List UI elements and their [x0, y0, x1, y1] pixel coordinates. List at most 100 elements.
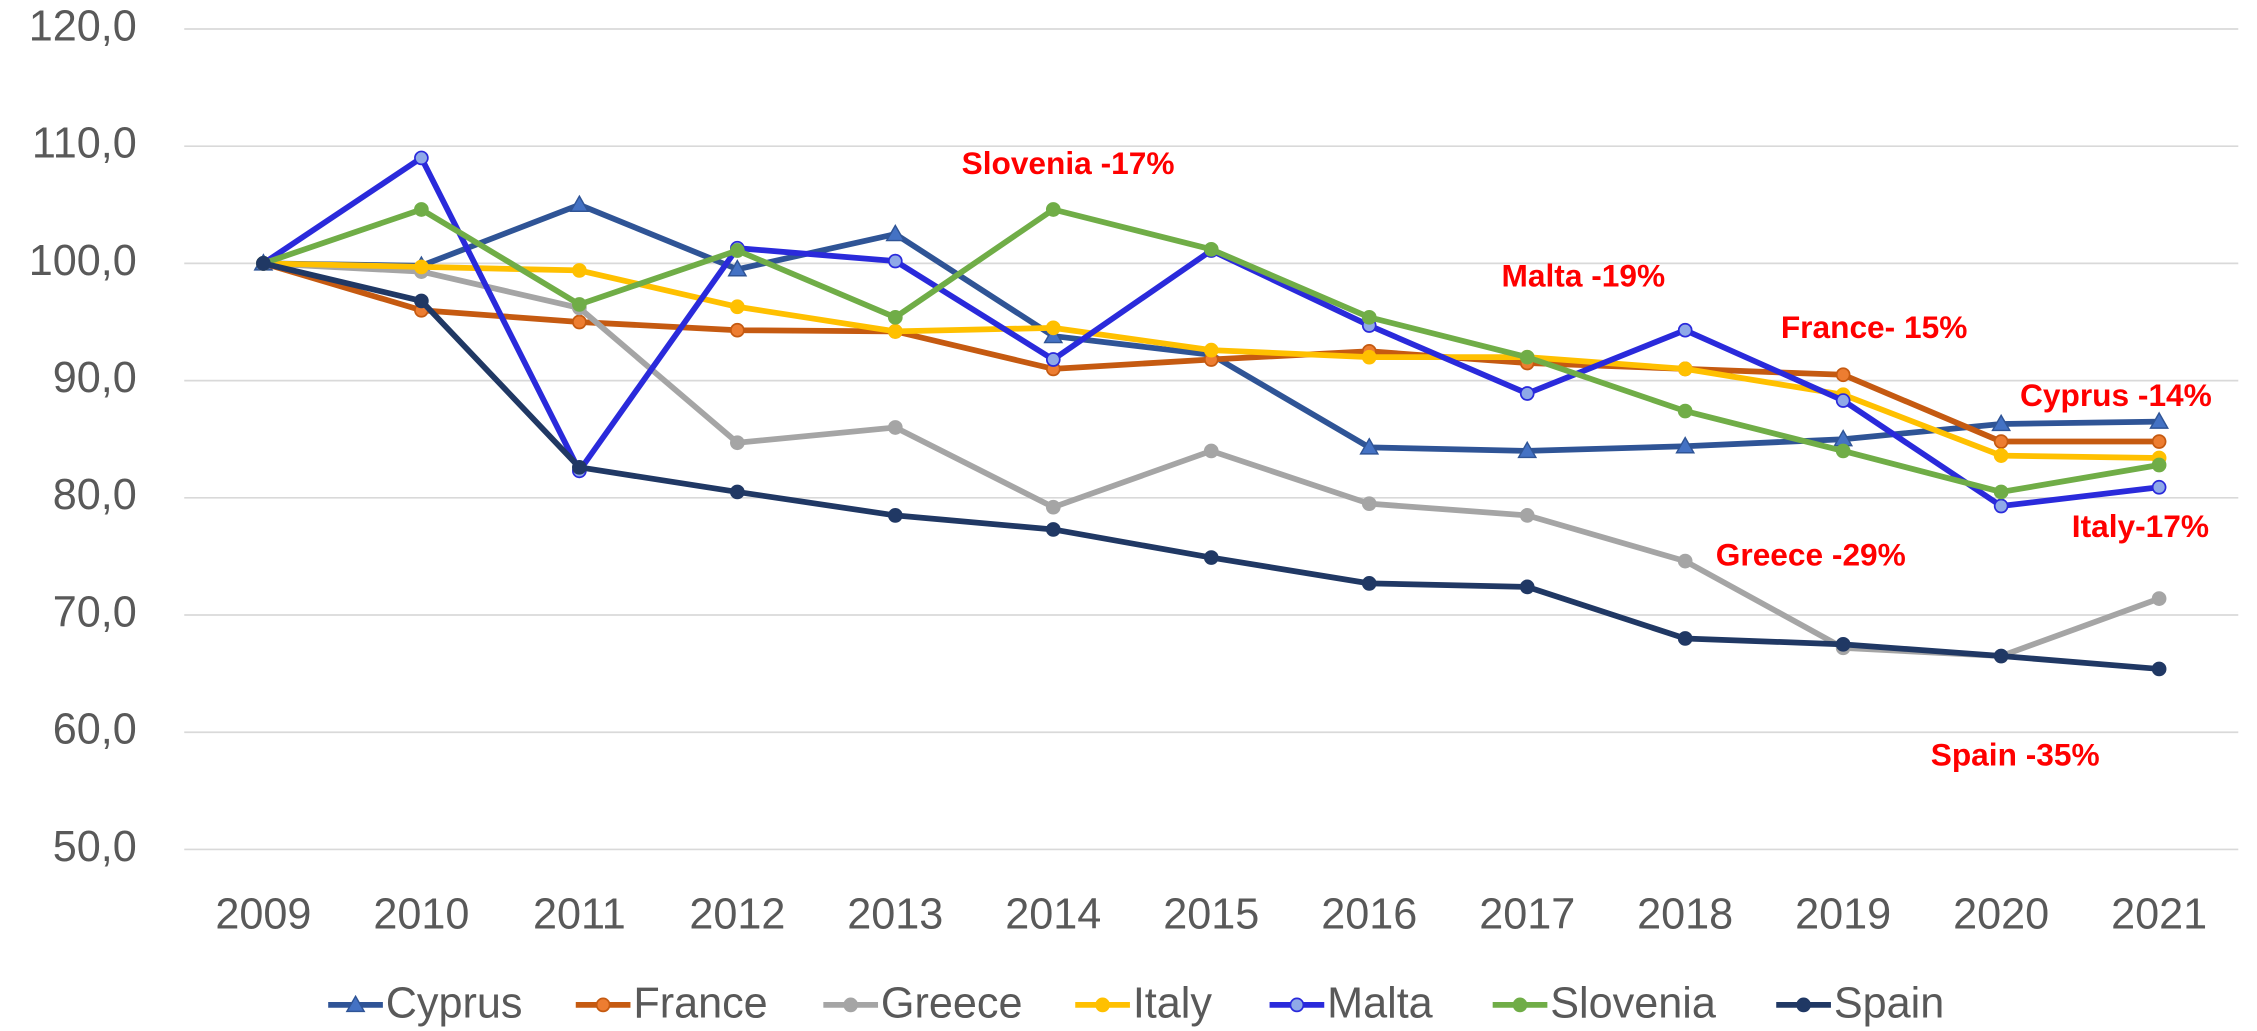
- marker: [1203, 443, 1219, 459]
- marker: [1835, 443, 1851, 459]
- y-tick-label: 110,0: [32, 120, 137, 168]
- marker: [1519, 349, 1535, 365]
- marker: [1835, 393, 1851, 408]
- marker: [1993, 448, 2009, 463]
- x-tick-label: 2018: [1637, 891, 1733, 939]
- marker: [1677, 403, 1693, 419]
- y-tick-label: 120,0: [29, 2, 137, 50]
- annotation: France- 15%: [1781, 309, 1968, 345]
- marker: [887, 253, 903, 269]
- marker: [1677, 553, 1693, 569]
- marker: [2149, 411, 2169, 429]
- marker: [2151, 591, 2167, 606]
- marker: [1517, 440, 1538, 459]
- marker: [1045, 320, 1061, 336]
- marker: [1993, 648, 2009, 664]
- y-tick-label: 90,0: [53, 354, 137, 402]
- marker: [2151, 434, 2167, 449]
- marker: [1045, 499, 1061, 515]
- marker: [1519, 508, 1535, 523]
- marker: [1045, 522, 1061, 537]
- marker: [729, 322, 745, 338]
- marker: [572, 314, 587, 330]
- marker: [1993, 498, 2009, 514]
- y-tick-label: 50,0: [53, 823, 137, 871]
- marker: [1835, 636, 1851, 652]
- marker: [595, 997, 611, 1013]
- marker: [1835, 367, 1851, 383]
- marker: [2151, 457, 2167, 473]
- marker: [887, 508, 903, 523]
- x-tick-label: 2017: [1479, 891, 1575, 939]
- annotation: Slovenia -17%: [962, 145, 1175, 181]
- marker: [727, 259, 748, 277]
- marker: [2151, 479, 2167, 495]
- marker: [414, 150, 429, 166]
- marker: [887, 420, 903, 435]
- marker: [1203, 241, 1219, 257]
- marker: [1677, 322, 1693, 338]
- marker: [345, 994, 366, 1013]
- marker: [1991, 413, 2012, 432]
- marker: [414, 293, 429, 309]
- marker: [729, 299, 745, 315]
- marker: [572, 263, 587, 278]
- annotation: Malta -19%: [1502, 257, 1666, 293]
- marker: [1677, 631, 1693, 646]
- annotation: Cyprus -14%: [2020, 377, 2212, 413]
- marker: [1361, 496, 1377, 512]
- marker: [729, 435, 745, 451]
- marker: [1361, 309, 1377, 325]
- x-tick-label: 2014: [1005, 891, 1101, 939]
- legend-label: Italy: [1133, 980, 1213, 1028]
- marker: [729, 243, 745, 258]
- marker: [1796, 997, 1811, 1013]
- legend-label: Greece: [881, 980, 1023, 1028]
- y-tick-label: 100,0: [29, 237, 137, 285]
- marker: [843, 997, 859, 1013]
- legend-label: Cyprus: [386, 980, 523, 1028]
- marker: [1519, 386, 1535, 401]
- x-tick-label: 2012: [689, 891, 785, 939]
- marker: [1203, 550, 1219, 565]
- x-tick-label: 2013: [847, 891, 943, 939]
- marker: [1519, 579, 1535, 595]
- annotation: Spain -35%: [1931, 737, 2100, 773]
- marker: [414, 259, 429, 275]
- y-tick-label: 80,0: [53, 471, 137, 519]
- marker: [1993, 484, 2009, 500]
- marker: [256, 256, 271, 271]
- x-tick-label: 2011: [533, 891, 626, 939]
- x-tick-label: 2019: [1795, 891, 1891, 939]
- legend-label: Spain: [1834, 980, 1944, 1028]
- marker: [887, 309, 903, 325]
- marker: [729, 484, 745, 500]
- x-tick-label: 2016: [1321, 891, 1417, 939]
- marker: [1993, 434, 2009, 449]
- x-tick-label: 2021: [2111, 891, 2207, 939]
- legend-label: Slovenia: [1550, 980, 1717, 1028]
- y-tick-label: 70,0: [53, 588, 137, 636]
- marker: [2151, 661, 2167, 677]
- y-tick-label: 60,0: [53, 706, 137, 754]
- x-tick-label: 2010: [373, 891, 469, 939]
- legend-label: France: [633, 980, 767, 1028]
- marker: [1045, 202, 1061, 217]
- x-tick-label: 2020: [1953, 891, 2049, 939]
- marker: [414, 202, 429, 217]
- x-tick-label: 2009: [215, 891, 311, 939]
- annotation: Italy-17%: [2072, 508, 2209, 544]
- marker: [1203, 342, 1219, 358]
- marker: [1675, 436, 1696, 454]
- marker: [572, 460, 587, 475]
- legend-label: Malta: [1327, 980, 1434, 1028]
- marker: [1512, 997, 1528, 1013]
- marker: [1361, 576, 1377, 591]
- marker: [1359, 437, 1380, 455]
- marker: [1361, 349, 1377, 365]
- marker: [1677, 361, 1693, 377]
- marker: [885, 224, 906, 242]
- marker: [1289, 997, 1305, 1013]
- marker: [569, 194, 590, 212]
